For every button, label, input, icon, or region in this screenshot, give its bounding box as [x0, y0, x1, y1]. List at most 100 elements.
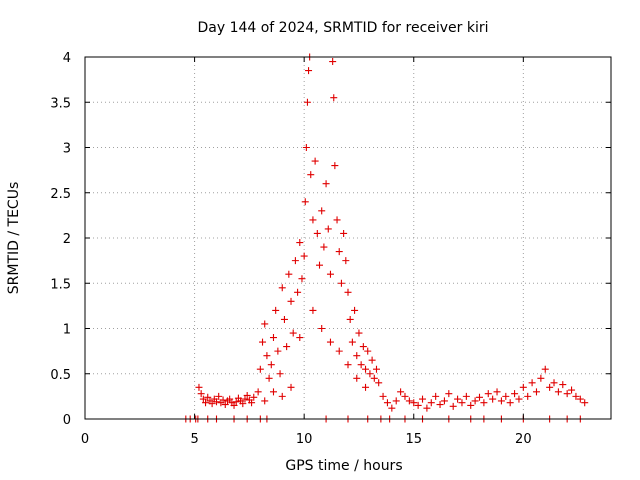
data-point-plus	[305, 67, 313, 75]
data-point-plus	[388, 404, 396, 412]
data-point-plus	[576, 395, 584, 403]
data-point-plus	[484, 390, 492, 398]
data-point-plus	[414, 401, 422, 409]
data-point-plus	[351, 306, 359, 314]
data-point-plus	[333, 216, 341, 224]
data-point-plus	[307, 171, 315, 179]
y-tick-label: 2.5	[50, 187, 71, 202]
data-point-plus	[199, 395, 207, 403]
data-point-plus	[265, 374, 273, 382]
data-point-plus	[581, 399, 589, 407]
data-point-plus	[326, 270, 334, 278]
y-tick-label: 0.5	[50, 368, 71, 383]
gridlines	[85, 57, 611, 419]
data-point-plus	[476, 393, 483, 401]
data-point-plus	[289, 329, 297, 337]
data-point-plus	[506, 399, 514, 407]
data-point-plus	[359, 343, 367, 351]
data-point-plus	[568, 386, 576, 394]
data-point-plus	[197, 390, 205, 398]
data-point-plus	[285, 270, 293, 278]
data-point-plus	[287, 383, 295, 391]
data-point-plus	[322, 180, 330, 188]
data-point-plus	[316, 261, 324, 269]
data-point-plus	[342, 257, 350, 265]
x-axis-ticks: 0 5 10 15 20	[81, 57, 532, 447]
data-point-plus	[287, 297, 295, 305]
data-point-plus	[346, 315, 354, 323]
y-tick-label: 4	[63, 51, 71, 66]
data-point-plus	[326, 338, 334, 346]
data-point-plus	[230, 401, 238, 409]
data-point-plus	[436, 401, 444, 409]
data-point-plus	[563, 390, 571, 398]
x-tick-label: 5	[190, 432, 198, 447]
data-point-plus	[208, 400, 216, 408]
data-point-plus	[355, 329, 363, 337]
data-point-plus	[550, 379, 558, 387]
data-point-plus	[215, 392, 223, 400]
x-tick-label: 0	[81, 432, 89, 447]
data-point-plus	[250, 393, 258, 401]
data-point-plus	[497, 397, 505, 405]
data-point-plus	[291, 257, 299, 265]
data-point-plus	[511, 390, 519, 398]
data-point-plus	[368, 356, 376, 364]
data-point-plus	[311, 157, 319, 165]
data-point-plus	[335, 248, 343, 256]
data-point-plus	[524, 392, 532, 400]
data-point-plus	[302, 144, 310, 151]
data-point-plus	[372, 365, 380, 373]
data-point-plus	[493, 388, 501, 396]
data-point-plus	[375, 379, 383, 387]
x-tick-label: 10	[296, 432, 313, 447]
data-point-plus	[554, 388, 562, 396]
data-point-plus	[519, 383, 527, 391]
data-point-plus	[330, 94, 338, 102]
data-point-plus	[313, 229, 321, 237]
data-point-plus	[357, 361, 365, 369]
data-point-plus	[440, 397, 448, 405]
data-point-plus	[559, 381, 567, 389]
data-point-plus	[318, 325, 326, 332]
data-point-plus	[263, 352, 271, 360]
data-point-plus	[348, 338, 356, 346]
data-point-plus	[410, 399, 418, 407]
y-tick-label: 2	[63, 232, 71, 247]
data-point-plus	[278, 284, 286, 292]
x-axis-label: GPS time / hours	[285, 458, 402, 474]
data-point-plus	[502, 392, 510, 400]
data-point-plus	[401, 392, 409, 400]
data-point-plus	[480, 399, 488, 407]
data-point-plus	[202, 399, 210, 407]
data-point-plus	[269, 388, 277, 396]
y-tick-label: 0	[63, 413, 71, 428]
data-point-plus	[515, 395, 523, 403]
data-point-plus	[256, 365, 264, 373]
y-tick-label: 1	[63, 323, 71, 338]
data-point-plus	[276, 370, 284, 378]
data-point-plus	[458, 399, 466, 407]
data-point-plus	[303, 98, 311, 106]
data-point-plus	[445, 390, 453, 398]
data-point-plus	[329, 58, 337, 66]
data-point-plus	[397, 388, 405, 396]
data-point-plus	[309, 306, 317, 314]
data-point-plus	[467, 401, 475, 409]
data-point-plus	[267, 361, 275, 369]
data-point-plus	[462, 392, 470, 400]
data-point-plus	[337, 279, 345, 287]
data-point-plus	[243, 391, 251, 399]
data-point-plus	[301, 198, 309, 206]
data-point-plus	[320, 243, 328, 251]
data-point-plus	[546, 383, 554, 391]
x-tick-label: 15	[405, 432, 422, 447]
data-point-plus	[309, 216, 317, 224]
data-point-plus	[454, 395, 462, 403]
data-point-plus	[383, 399, 391, 407]
data-point-plus	[449, 402, 457, 410]
data-point-plus	[471, 397, 479, 405]
data-point-plus	[241, 395, 249, 403]
data-point-plus	[239, 400, 247, 408]
